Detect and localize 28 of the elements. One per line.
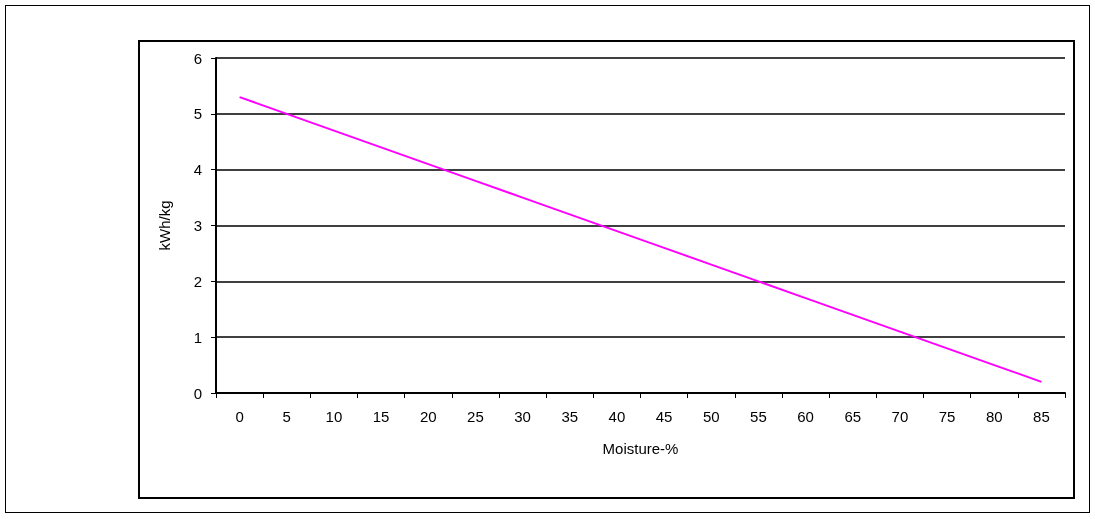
y-axis-title: kWh/kg [156, 200, 173, 251]
x-tick-label: 45 [655, 408, 673, 425]
y-tick-label: 6 [193, 49, 202, 67]
y-tick-label: 1 [193, 328, 202, 346]
x-tick-label: 0 [235, 408, 244, 425]
x-tick-label: 35 [561, 408, 579, 425]
y-tick-label: 2 [193, 272, 202, 290]
y-tick-label: 0 [193, 384, 202, 402]
x-tick-label: 25 [467, 408, 484, 425]
x-tick-label: 40 [608, 408, 626, 425]
x-tick-label: 50 [702, 408, 720, 425]
x-tick-label: 5 [282, 408, 291, 425]
x-tick-label: 70 [891, 408, 909, 425]
x-tick-label: 75 [938, 408, 956, 425]
x-axis-title: Moisture-% [602, 440, 679, 457]
line-series [238, 96, 1043, 383]
x-tick-label: 10 [325, 408, 343, 425]
x-tick-label: 20 [419, 408, 437, 425]
x-tick-label: 30 [514, 408, 531, 425]
x-tick-label: 85 [1033, 408, 1050, 425]
y-tick-label: 4 [193, 161, 202, 179]
x-tick-label: 60 [797, 408, 814, 425]
x-tick-label: 80 [985, 408, 1003, 425]
x-tick-label: 55 [750, 408, 767, 425]
x-tick-label: 65 [844, 408, 862, 425]
y-tick-label: 3 [193, 217, 202, 234]
x-tick-label: 15 [372, 408, 390, 425]
y-tick-label: 5 [193, 105, 202, 123]
